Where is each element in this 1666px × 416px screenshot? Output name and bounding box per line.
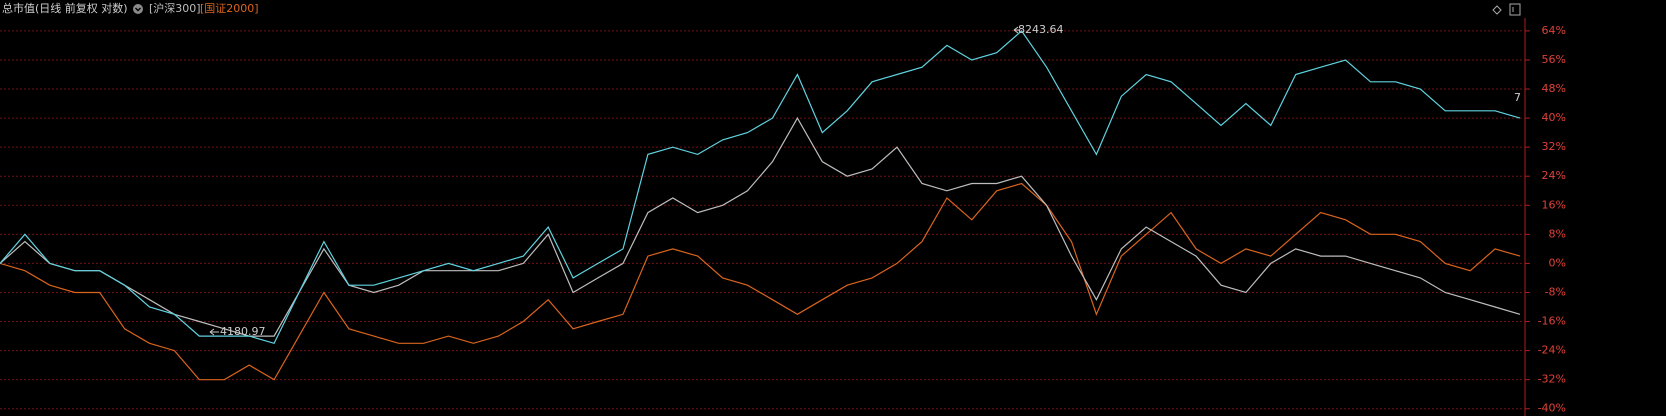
settings-icon-arrow [135,7,141,12]
annotation: 8243.64 [1018,23,1064,36]
annotation: 7 [1514,91,1521,104]
diamond-icon[interactable] [1492,5,1502,15]
y-tick-label: 0% [1549,256,1566,269]
y-tick-label: 40% [1542,111,1566,124]
series-line [0,116,1521,337]
annotation-arrow [209,328,219,336]
y-tick-label: -40% [1538,402,1566,415]
y-tick-label: 56% [1542,53,1566,66]
annotation-arrow [1013,26,1020,34]
legend-entry[interactable]: [沪深300] [149,1,201,15]
y-tick-label: 64% [1542,24,1566,37]
panel-icon[interactable] [1509,3,1521,16]
y-tick-label: -24% [1538,344,1566,357]
settings-icon[interactable] [133,4,143,14]
y-tick-label: 32% [1542,140,1566,153]
y-tick-label: -16% [1538,315,1566,328]
series-line [0,30,1521,345]
y-tick-label: 16% [1542,198,1566,211]
y-tick-label: 24% [1542,169,1566,182]
y-tick-label: -8% [1545,285,1566,298]
y-tick-label: 48% [1542,82,1566,95]
chart-title: 总市值(日线 前复权 对数) [2,1,128,15]
annotation: 4180.97 [220,325,266,338]
series-line [0,182,1521,381]
legend-entry[interactable]: [国证2000] [200,2,259,15]
y-tick-label: 8% [1549,227,1566,240]
y-tick-label: -32% [1538,373,1566,386]
